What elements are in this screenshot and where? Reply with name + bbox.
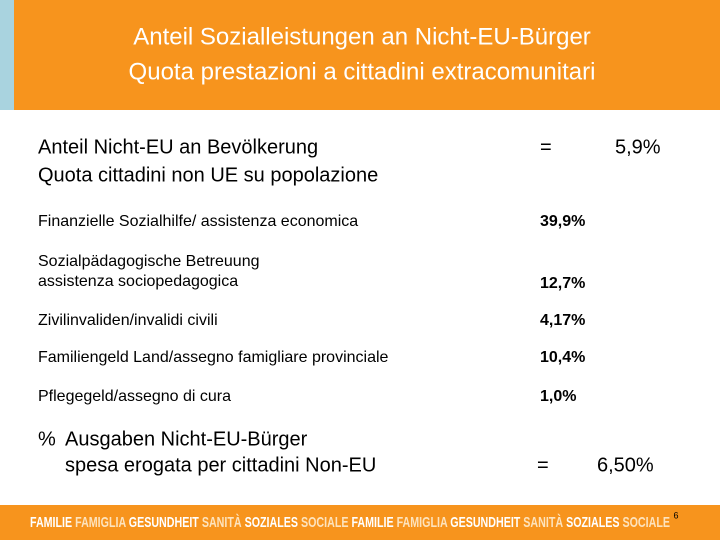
row-label: Sozialpädagogische Betreuung — [38, 253, 260, 270]
footer-word: FAMIGLIA — [397, 514, 448, 531]
footer-word: SOZIALES — [566, 514, 619, 531]
bullet: % — [38, 428, 56, 450]
row-value: 12,7% — [540, 275, 585, 292]
footer-bar — [0, 505, 720, 540]
row-value: 10,4% — [540, 349, 585, 366]
row-value: 39,9% — [540, 213, 585, 230]
row-label: Pflegegeld/assegno di cura — [38, 388, 231, 405]
summary-value: 5,9% — [615, 136, 661, 158]
footer-words: FAMILIE FAMIGLIA GESUNDHEIT SANITÀ SOZIA… — [30, 514, 670, 531]
footer-word: SANITÀ — [202, 514, 242, 531]
summary-label: Anteil Nicht-EU an Bevölkerung — [38, 136, 318, 158]
footer-word: FAMILIE — [30, 514, 72, 531]
footer-word: SOZIALES — [245, 514, 298, 531]
equals: = — [540, 136, 552, 158]
row-label: Familiengeld Land/assegno famigliare pro… — [38, 349, 389, 366]
footer-word: SANITÀ — [523, 514, 563, 531]
accent-strip — [0, 0, 14, 110]
total-value: 6,50% — [597, 454, 654, 476]
header-bar — [14, 0, 720, 110]
row-label: assistenza sociopedagogica — [38, 273, 238, 290]
row-label: Finanzielle Sozialhilfe/ assistenza econ… — [38, 213, 358, 230]
title-line: Quota prestazioni a cittadini extracomun… — [129, 58, 596, 85]
footer-word: FAMIGLIA — [75, 514, 126, 531]
footer-word: GESUNDHEIT — [450, 514, 520, 531]
equals: = — [537, 454, 549, 476]
summary-label: Quota cittadini non UE su popolazione — [38, 164, 378, 186]
footer-word: SOCIALE — [622, 514, 670, 531]
title-line: Anteil Sozialleistungen an Nicht-EU-Bürg… — [133, 23, 591, 50]
page-number: 6 — [673, 510, 678, 520]
footer-word: FAMILIE — [351, 514, 393, 531]
row-label: Zivilinvaliden/invalidi civili — [38, 312, 218, 329]
total-label: spesa erogata per cittadini Non-EU — [65, 454, 376, 476]
footer-word: GESUNDHEIT — [129, 514, 199, 531]
row-value: 1,0% — [540, 388, 576, 405]
total-label: Ausgaben Nicht-EU-Bürger — [65, 428, 308, 450]
row-value: 4,17% — [540, 312, 585, 329]
footer-word: SOCIALE — [301, 514, 349, 531]
